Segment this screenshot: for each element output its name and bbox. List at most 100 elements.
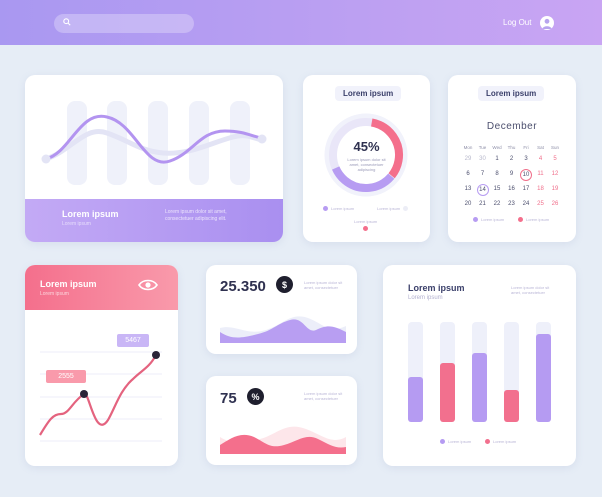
legend-label: Lorem ipsum [354, 219, 378, 224]
percent-icon: % [247, 388, 264, 405]
calendar-day[interactable]: 4 [538, 156, 543, 162]
donut-legend-2: Lorem ipsum [377, 206, 409, 211]
eye-icon[interactable] [138, 279, 158, 291]
wave-card-footer: Lorem ipsum Lorem ipsum Lorem ipsum dolo… [25, 199, 283, 242]
calendar-day[interactable]: 16 [508, 186, 515, 192]
legend-label: Lorem ipsum [481, 217, 505, 222]
calendar-day[interactable]: 19 [551, 186, 559, 192]
line-card-subtitle: Lorem ipsum [40, 291, 69, 297]
legend-dot-purple [323, 206, 328, 211]
calendar-day[interactable]: 18 [537, 186, 544, 192]
calendar-card: Lorem ipsum December Mon Tue Wed Thu Fri Sat S… [448, 75, 576, 242]
calendar-weekday: Thu [507, 145, 516, 150]
calendar-day[interactable]: 8 [495, 171, 499, 177]
bar [536, 334, 551, 422]
calendar-day[interactable]: 30 [479, 156, 486, 162]
stat-value: 75 [220, 390, 237, 407]
legend-label: Lorem ipsum [331, 206, 355, 211]
calendar-day[interactable]: 6 [466, 171, 470, 177]
calendar-card-title: Lorem ipsum [478, 86, 545, 101]
search-icon [63, 18, 71, 26]
calendar-day[interactable]: 2 [509, 156, 514, 162]
calendar-day[interactable]: 20 [464, 201, 472, 207]
line-chart-card: Lorem ipsum Lorem ipsum 5467 2555 [25, 265, 178, 466]
point-low [80, 390, 88, 398]
calendar-day[interactable]: 1 [495, 156, 499, 162]
label-low: 2555 [58, 373, 74, 380]
calendar-day[interactable]: 25 [537, 201, 544, 207]
legend-dot-light [403, 206, 409, 211]
legend-label: Lorem ipsum [377, 206, 401, 211]
bar-card-title: Lorem ipsum [408, 283, 465, 293]
bar-legend-2: Lorem ipsum [485, 439, 516, 444]
search-input[interactable] [54, 14, 194, 33]
calendar-weekday: Sun [550, 145, 559, 150]
bar-legend-1: Lorem ipsum [440, 439, 471, 444]
bar-chart [408, 322, 551, 422]
user-icon [542, 18, 552, 29]
legend-dot-pink [518, 217, 523, 222]
stat-caption: Lorem ipsum dolor sit amet, consectetuer [304, 391, 343, 401]
calendar-day[interactable]: 9 [509, 171, 514, 177]
calendar-day[interactable]: 26 [551, 201, 559, 207]
calendar-day[interactable]: 5 [553, 156, 557, 162]
legend-label: Lorem ipsum [493, 439, 517, 444]
line-chart [39, 334, 162, 442]
bar [504, 390, 519, 422]
label-high: 5467 [125, 337, 141, 344]
calendar-weekday: Fri [523, 145, 529, 150]
bar-chart-card: Lorem ipsum Lorem ipsum Lorem ipsum dolo… [383, 265, 576, 466]
calendar-day[interactable]: 3 [524, 156, 528, 162]
stat-area-chart [220, 426, 346, 454]
calendar-day[interactable]: 29 [464, 156, 472, 162]
stat-caption: Lorem ipsum dolor sit amet, consectetuer [304, 280, 343, 290]
calendar-day[interactable]: 24 [522, 201, 530, 207]
bar-card-subtitle: Lorem ipsum [408, 295, 443, 301]
legend-dot-pink [363, 226, 369, 231]
calendar-day[interactable]: 7 [480, 171, 485, 177]
calendar-day[interactable]: 12 [551, 171, 559, 177]
line-card-header: Lorem ipsum Lorem ipsum [25, 265, 178, 310]
calendar-day[interactable]: 10 [520, 169, 532, 181]
bar-card-caption: Lorem ipsum dolor sit amet, consectetuer [511, 285, 550, 295]
stat-card-percent: 75 % Lorem ipsum dolor sit amet, consect… [206, 376, 357, 465]
bar [472, 353, 487, 422]
legend-dot-purple [473, 217, 478, 222]
calendar-weekday: Sat [537, 145, 544, 150]
wave-card-subtitle: Lorem ipsum [62, 221, 91, 227]
logout-link[interactable]: Log Out [503, 18, 532, 27]
avatar[interactable] [540, 16, 554, 30]
legend-label: Lorem ipsum [526, 217, 550, 222]
calendar-day[interactable]: 17 [522, 186, 530, 192]
stat-area-chart [220, 316, 346, 343]
calendar-day[interactable]: 22 [493, 201, 501, 207]
legend-label: Lorem ipsum [448, 439, 472, 444]
wave-chart-card: Lorem ipsum Lorem ipsum Lorem ipsum dolo… [25, 75, 283, 242]
donut-legend-1: Lorem ipsum [323, 206, 354, 211]
point-high [152, 351, 160, 359]
calendar-month: December [486, 121, 538, 132]
dollar-icon: $ [276, 276, 293, 293]
calendar-day[interactable]: 23 [508, 201, 515, 207]
calendar-day[interactable]: 13 [464, 186, 472, 192]
donut-card: Lorem ipsum 45% Lorem ipsum dolor sit am… [303, 75, 430, 242]
stat-card-currency: 25.350 $ Lorem ipsum dolor sit amet, con… [206, 265, 357, 354]
calendar-legend-1: Lorem ipsum [473, 217, 504, 222]
calendar-day[interactable]: 14 [476, 184, 489, 196]
donut-percent: 45% [353, 139, 380, 154]
legend-dot-pink [485, 439, 490, 444]
donut-chart [324, 113, 408, 197]
donut-card-title: Lorem ipsum [335, 86, 402, 101]
calendar-day[interactable]: 11 [537, 171, 544, 177]
wave-card-title: Lorem ipsum [62, 209, 119, 219]
calendar-weekday: Mon [463, 145, 473, 150]
line-card-title: Lorem ipsum [40, 279, 97, 289]
bar [440, 363, 455, 422]
calendar-weekday: Tue [478, 145, 487, 150]
calendar-day[interactable]: 15 [493, 186, 501, 192]
calendar-weekday: Wed [492, 145, 502, 150]
donut-caption: Lorem ipsum dolor sit amet, consectetuer… [347, 157, 386, 172]
calendar-day[interactable]: 21 [479, 201, 486, 207]
top-bar: Log Out [0, 0, 602, 45]
wave-chart [41, 101, 267, 185]
